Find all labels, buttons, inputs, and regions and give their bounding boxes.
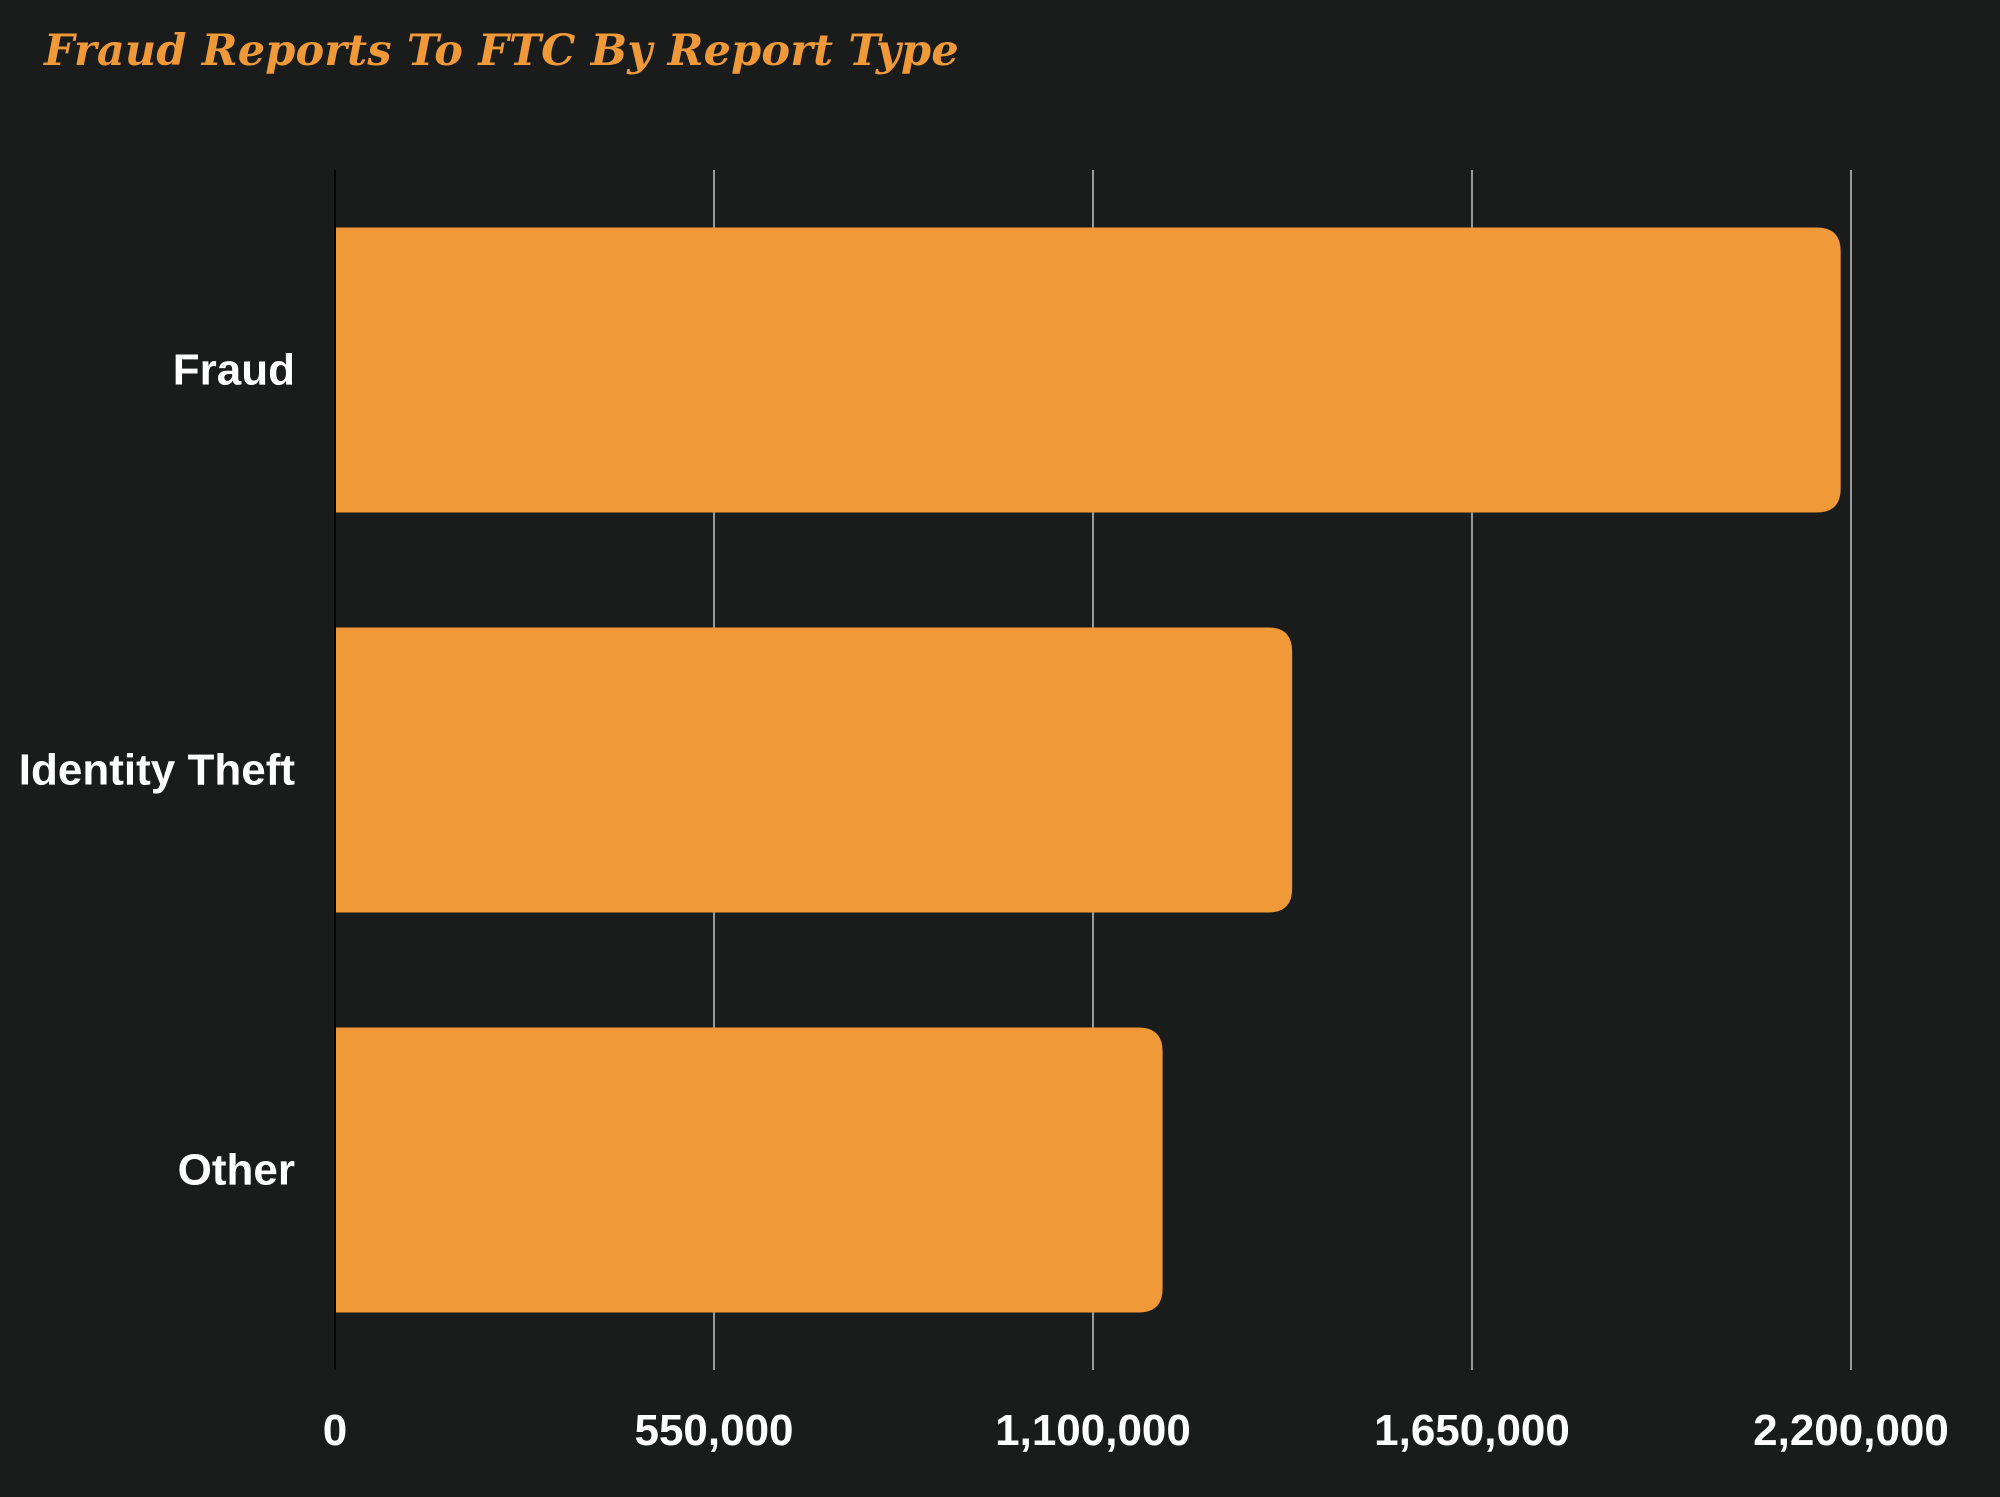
x-tick-label: 0: [323, 1406, 347, 1455]
category-label: Other: [178, 1146, 295, 1195]
x-tick-label: 2,200,000: [1753, 1406, 1949, 1455]
category-label: Identity Theft: [19, 746, 296, 795]
x-tick-label: 1,100,000: [995, 1406, 1191, 1455]
x-tick-label: 550,000: [634, 1406, 793, 1455]
chart-title: Fraud Reports To FTC By Report Type: [44, 26, 959, 76]
x-tick-label: 1,650,000: [1374, 1406, 1570, 1455]
bar-other: [335, 1027, 1163, 1313]
category-label: Fraud: [173, 346, 295, 395]
bar-fraud: [335, 227, 1841, 513]
bar-identity-theft: [335, 627, 1293, 913]
